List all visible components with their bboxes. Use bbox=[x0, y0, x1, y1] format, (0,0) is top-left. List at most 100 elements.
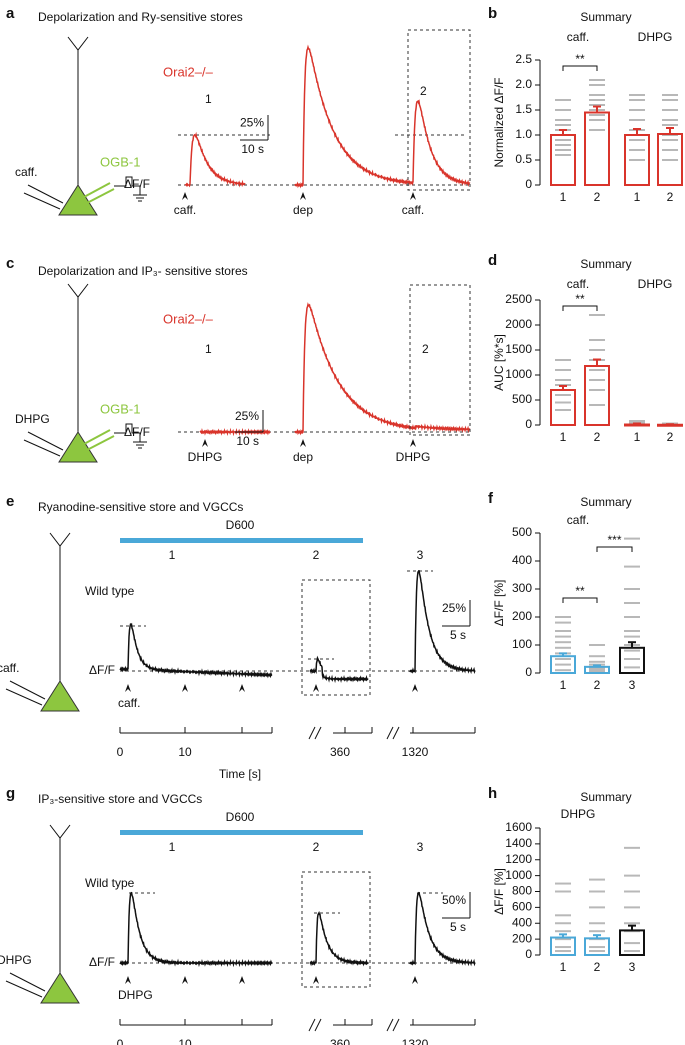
trace bbox=[184, 131, 246, 188]
y-tick-label: 100 bbox=[512, 637, 532, 651]
y-tick-label: 0 bbox=[525, 177, 532, 191]
bar bbox=[550, 134, 576, 186]
panel-letter: c bbox=[6, 255, 14, 272]
x-tick-label: 2 bbox=[594, 678, 601, 692]
x-tick-label: 1 bbox=[560, 960, 567, 974]
x-tick-label: 2 bbox=[667, 430, 674, 444]
chart-title: Summary bbox=[580, 790, 631, 804]
y-tick-label: 400 bbox=[512, 915, 532, 929]
x-tick-label: 2 bbox=[594, 430, 601, 444]
arrowhead bbox=[300, 192, 306, 200]
x-tick-label: 1 bbox=[560, 430, 567, 444]
chart-title: Summary bbox=[580, 257, 631, 271]
x-tick-label: 1 bbox=[560, 678, 567, 692]
trace-label: 2 bbox=[422, 342, 429, 356]
electrode bbox=[83, 182, 111, 198]
pipette bbox=[23, 192, 61, 210]
time-tick-label: 10 bbox=[178, 1037, 192, 1045]
arrowhead bbox=[410, 192, 416, 200]
significance-bracket bbox=[562, 65, 598, 71]
y-tick-label: 2.0 bbox=[515, 77, 532, 91]
y-tick-label: 200 bbox=[512, 931, 532, 945]
trace-label: 1 bbox=[205, 92, 212, 106]
event-label: caff. bbox=[118, 696, 140, 710]
time-tick-label: 1320 bbox=[402, 1037, 429, 1045]
time-tick-label: 0 bbox=[117, 1037, 124, 1045]
arrowhead bbox=[410, 439, 416, 447]
panel-letter: e bbox=[6, 493, 14, 510]
y-tick-label: 1500 bbox=[505, 342, 532, 356]
break-mark bbox=[392, 726, 400, 740]
y-tick-label: 1.0 bbox=[515, 127, 532, 141]
y-tick-label: 600 bbox=[512, 900, 532, 914]
trace bbox=[309, 655, 369, 684]
trace bbox=[294, 302, 471, 436]
dendrite-fork bbox=[49, 532, 71, 547]
group-label: caff. bbox=[567, 277, 589, 291]
y-tick-label: 1600 bbox=[505, 820, 532, 834]
panel-title: Depolarization and Ry-sensitive stores bbox=[38, 10, 243, 24]
y-tick-label: 1000 bbox=[505, 868, 532, 882]
scale-label: 10 s bbox=[236, 434, 259, 448]
x-tick-label: 3 bbox=[629, 960, 636, 974]
scale-label: 25% bbox=[235, 409, 259, 423]
scale-label: 25% bbox=[442, 601, 466, 615]
panel-title: Depolarization and IP₃- sensitive stores bbox=[38, 264, 248, 278]
y-tick-label: 1400 bbox=[505, 836, 532, 850]
arrowhead bbox=[182, 976, 188, 984]
y-tick-label: 500 bbox=[512, 392, 532, 406]
trace bbox=[409, 891, 476, 967]
panel-title: IP₃-sensitive store and VGCCs bbox=[38, 792, 202, 806]
drug-label: DHPG bbox=[15, 412, 50, 426]
dye-label: OGB-1 bbox=[100, 154, 140, 169]
y-tick-label: 0 bbox=[525, 665, 532, 679]
time-tick-label: 1320 bbox=[402, 745, 429, 759]
arrowhead bbox=[182, 192, 188, 200]
dendrite-fork bbox=[67, 283, 89, 298]
blocker-bar bbox=[120, 538, 363, 543]
x-tick-label: 1 bbox=[560, 190, 567, 204]
y-tick-label: 2000 bbox=[505, 317, 532, 331]
genotype: Wild type bbox=[85, 876, 135, 890]
y-label: ΔF/F bbox=[124, 177, 150, 191]
dashed-box bbox=[409, 284, 471, 436]
arrowhead bbox=[202, 439, 208, 447]
time-axis-label: Time [s] bbox=[219, 767, 261, 781]
trace-label: 1 bbox=[169, 548, 176, 562]
y-tick-label: 400 bbox=[512, 553, 532, 567]
soma bbox=[58, 184, 98, 216]
panel-letter: f bbox=[488, 490, 494, 507]
trace-label: 1 bbox=[169, 840, 176, 854]
trace bbox=[119, 891, 273, 968]
drug-label: caff. bbox=[0, 661, 19, 675]
significance-bracket bbox=[596, 546, 633, 552]
soma bbox=[58, 431, 98, 463]
electrode bbox=[86, 435, 115, 451]
pipette bbox=[5, 688, 43, 706]
group-label: DHPG bbox=[638, 30, 673, 44]
trace bbox=[294, 44, 471, 189]
break-mark bbox=[314, 726, 322, 740]
scale-label: 50% bbox=[442, 893, 466, 907]
y-label: ΔF/F bbox=[89, 663, 115, 677]
y-tick-label: 1000 bbox=[505, 367, 532, 381]
x-tick-label: 1 bbox=[634, 430, 641, 444]
y-tick-label: 0 bbox=[525, 417, 532, 431]
chart-title: Summary bbox=[580, 495, 631, 509]
y-tick-label: 800 bbox=[512, 884, 532, 898]
panel-letter: b bbox=[488, 5, 497, 22]
y-tick-label: 1200 bbox=[505, 852, 532, 866]
group-label: DHPG bbox=[638, 277, 673, 291]
break-mark bbox=[392, 1018, 400, 1032]
trace bbox=[309, 911, 369, 967]
significance-bracket bbox=[562, 305, 598, 311]
dye-label: OGB-1 bbox=[100, 401, 140, 416]
y-label: ΔF/F bbox=[89, 955, 115, 969]
pipette bbox=[5, 980, 43, 998]
y-tick-label: 2.5 bbox=[515, 52, 532, 66]
break-mark bbox=[308, 1018, 316, 1032]
arrowhead bbox=[239, 684, 245, 692]
blocker-label: D600 bbox=[226, 810, 255, 824]
pipette bbox=[27, 184, 64, 204]
